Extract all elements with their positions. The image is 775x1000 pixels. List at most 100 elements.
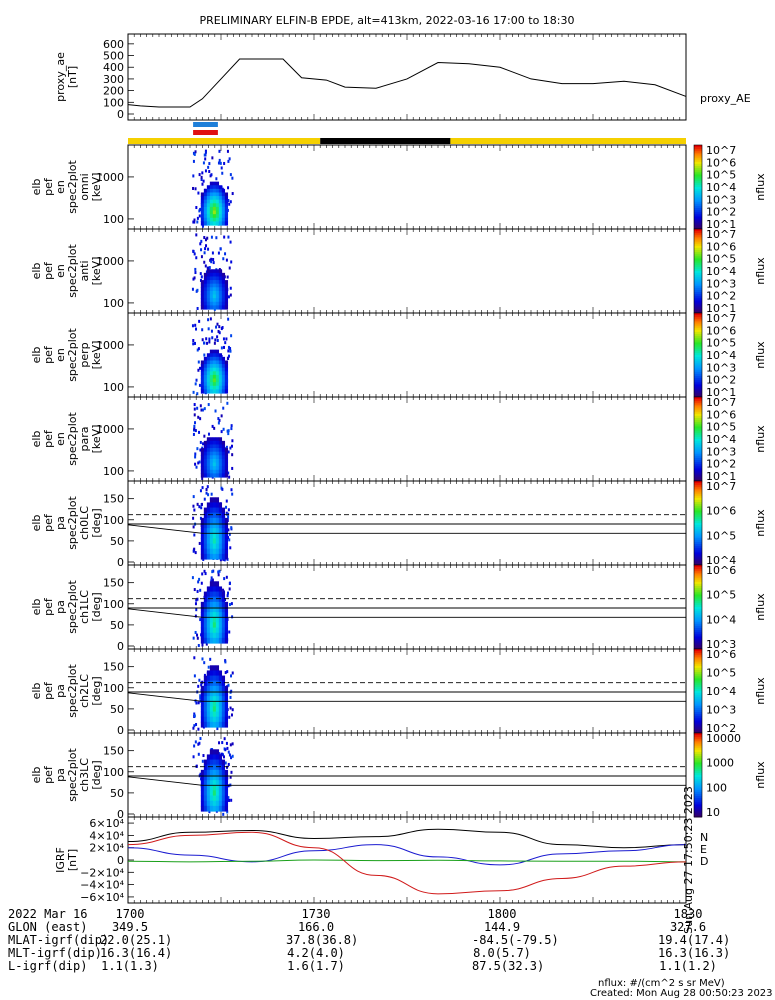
panel-3-pixel (194, 324, 196, 327)
panel-3-cell (207, 368, 210, 372)
panel-6-cell (216, 628, 219, 634)
panel-6-cell (213, 592, 216, 598)
panel-3-cell (204, 389, 207, 393)
panel-3-pixel (221, 346, 223, 349)
panel-7-cell (207, 717, 210, 723)
panel-5-cell (216, 502, 219, 508)
panel-4-pixel (200, 441, 202, 444)
panel-1-pixel (227, 150, 229, 153)
panel-9-ytick: −2×10⁴ (80, 866, 124, 879)
panel-1-cell (219, 218, 222, 222)
panel-1-pixel (197, 217, 199, 220)
panel-8-pixel (229, 753, 231, 756)
panel-4-cell (210, 441, 213, 445)
panel-3-pixel (196, 392, 198, 395)
panel-0: proxy_ae [nT]6005004003002001000proxy_AE (54, 34, 751, 121)
panel-3-cell (219, 386, 222, 390)
panel-4-cell (213, 437, 216, 441)
panel-3-cell (204, 360, 207, 364)
panel-1-pixel (210, 173, 212, 176)
panel-1-colorbar-label: nflux (754, 173, 767, 201)
panel-4-cell (201, 459, 204, 463)
panel-4-cell (219, 466, 222, 470)
x-row-3-value: 1.1(1.2) (658, 959, 718, 973)
panel-5-cell (201, 544, 204, 550)
panel-2-cell (204, 284, 207, 288)
x-row-3-label: L-igrf(dip) (8, 959, 87, 973)
panel-5-cell (222, 533, 225, 539)
panel-8-pixel (193, 755, 195, 758)
panel-8-cell (216, 806, 219, 812)
panel-7-cell (210, 717, 213, 723)
panel-5-cell (210, 513, 213, 519)
panel-8-cell (204, 770, 207, 776)
x-row-0-label: GLON (east) (8, 920, 87, 934)
panel-2-pixel (207, 267, 209, 270)
panel-5-cell (225, 518, 228, 524)
panel-4-pixel (193, 433, 195, 436)
panel-3-pixel (230, 334, 232, 337)
panel-1-cell (216, 214, 219, 218)
panel-3-pixel (225, 337, 227, 340)
panel-4-pixel (231, 439, 233, 442)
panel-4-cell (219, 452, 222, 456)
panel-4-cell (201, 448, 204, 452)
panel-3-cell (201, 368, 204, 372)
panel-3-pixel (227, 318, 229, 321)
panel-1-cell (201, 200, 204, 204)
panel-6-pixel (199, 589, 201, 592)
panel-2-cell (210, 298, 213, 302)
panel-5-cell (201, 518, 204, 524)
panel-1-cell (216, 211, 219, 215)
panel-2-colorbar-tick: 10^7 (706, 228, 736, 241)
panel-2-pixel (205, 264, 207, 267)
panel-2-pixel (195, 256, 197, 259)
panel-5-pixel (211, 493, 213, 496)
panel-6-pixel (196, 634, 198, 637)
panel-5-cell (219, 508, 222, 514)
panel-6-cell (204, 602, 207, 608)
panel-4-pixel (198, 431, 200, 434)
panel-3-cell (207, 375, 210, 379)
panel-6-cell (207, 638, 210, 644)
panel-3-pixel (229, 350, 231, 353)
panel-3-pixel (202, 338, 204, 341)
panel-1-cell (204, 221, 207, 225)
panel-2-cell (204, 298, 207, 302)
panel-6-cell (213, 622, 216, 628)
panel-7-pixel (224, 660, 226, 663)
panel-6-cell (210, 638, 213, 644)
panel-5-colorbar-tick: 10^6 (706, 505, 736, 518)
panel-1-cell (219, 211, 222, 215)
panel-5-ytick: 100 (103, 514, 124, 527)
panel-1-pixel (223, 162, 225, 165)
panel-9-ytick: −4×10⁴ (80, 879, 124, 892)
panel-3-pixel (214, 338, 216, 341)
panel-1-cell (216, 207, 219, 211)
panel-8-cell (204, 785, 207, 791)
panel-6-cell (216, 602, 219, 608)
panel-6-cell (204, 633, 207, 639)
panel-8-pixel (195, 740, 197, 743)
panel-8-colorbar-tick: 100 (706, 781, 727, 794)
panel-4-cell (222, 473, 225, 477)
panel-5-cell (222, 549, 225, 555)
panel-2-pixel (196, 289, 198, 292)
panel-1-cell (213, 182, 216, 186)
panel-7-pixel (193, 656, 195, 659)
panel-2-cell (219, 305, 222, 309)
panel-3-cell (213, 382, 216, 386)
panel-3-cell (204, 375, 207, 379)
panel-8-cell (222, 806, 225, 812)
panel-3-cell (219, 353, 222, 357)
panel-4-cell (204, 459, 207, 463)
panel-8-pixel (226, 742, 228, 745)
panel-6-cell (216, 592, 219, 598)
panel-2-pixel (195, 233, 197, 236)
panel-4-pixel (208, 433, 210, 436)
panel-2-cell (219, 287, 222, 291)
panel-4-pixel (202, 409, 204, 412)
panel-1-cell (222, 211, 225, 215)
panel-1-cell (210, 185, 213, 189)
panel-3-cell (225, 379, 228, 383)
